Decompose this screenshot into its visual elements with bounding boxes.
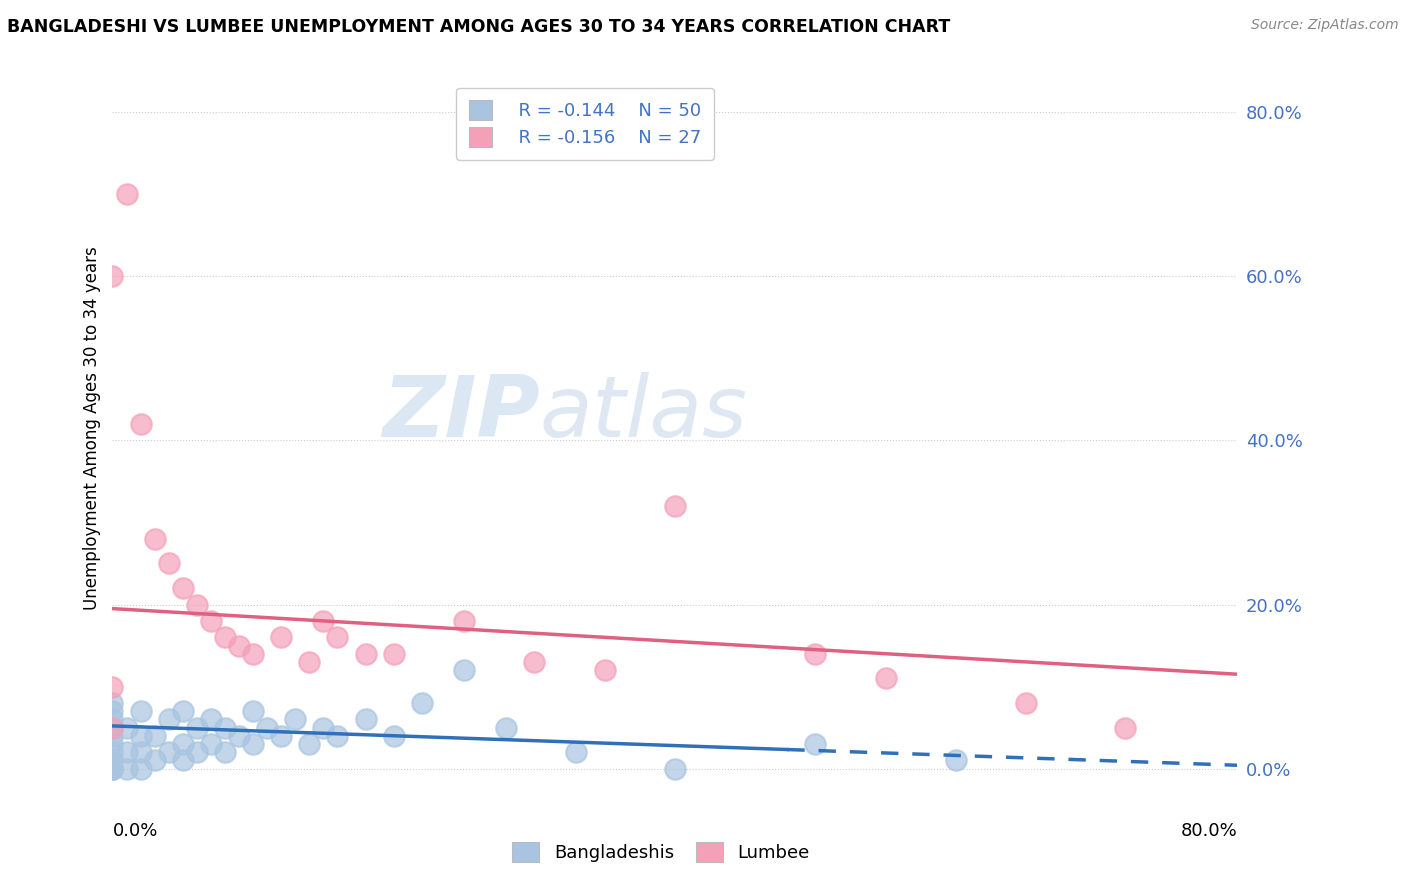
Point <box>382 647 405 661</box>
Point <box>101 762 124 776</box>
Point <box>101 269 124 284</box>
Point <box>242 704 264 718</box>
Point <box>200 614 222 628</box>
Point <box>157 557 180 571</box>
Point <box>312 721 335 735</box>
Point <box>298 655 321 669</box>
Point <box>186 598 208 612</box>
Point <box>143 753 166 767</box>
Point <box>228 729 250 743</box>
Point <box>1015 696 1038 710</box>
Point <box>804 737 827 751</box>
Point <box>115 721 138 735</box>
Point <box>101 753 124 767</box>
Point <box>523 655 546 669</box>
Point <box>242 737 264 751</box>
Point <box>228 639 250 653</box>
Text: 0.0%: 0.0% <box>112 822 157 840</box>
Point <box>129 762 152 776</box>
Y-axis label: Unemployment Among Ages 30 to 34 years: Unemployment Among Ages 30 to 34 years <box>83 246 101 610</box>
Point <box>242 647 264 661</box>
Point <box>157 745 180 759</box>
Text: BANGLADESHI VS LUMBEE UNEMPLOYMENT AMONG AGES 30 TO 34 YEARS CORRELATION CHART: BANGLADESHI VS LUMBEE UNEMPLOYMENT AMONG… <box>7 18 950 36</box>
Point <box>382 729 405 743</box>
Point <box>214 745 236 759</box>
Point <box>129 729 152 743</box>
Point <box>129 417 152 431</box>
Point <box>101 721 124 735</box>
Point <box>354 712 377 726</box>
Point <box>1114 721 1136 735</box>
Point <box>172 737 194 751</box>
Text: Source: ZipAtlas.com: Source: ZipAtlas.com <box>1251 18 1399 32</box>
Point <box>186 721 208 735</box>
Point <box>453 663 475 677</box>
Point <box>101 680 124 694</box>
Point <box>565 745 588 759</box>
Point <box>214 721 236 735</box>
Point <box>875 671 897 685</box>
Point <box>115 187 138 202</box>
Point <box>101 762 124 776</box>
Text: 80.0%: 80.0% <box>1181 822 1237 840</box>
Point <box>298 737 321 751</box>
Point <box>115 745 138 759</box>
Point <box>143 729 166 743</box>
Point <box>200 712 222 726</box>
Point <box>354 647 377 661</box>
Point <box>284 712 307 726</box>
Point <box>101 704 124 718</box>
Point <box>143 532 166 546</box>
Point <box>326 729 349 743</box>
Point <box>101 762 124 776</box>
Point <box>101 737 124 751</box>
Point <box>804 647 827 661</box>
Point <box>945 753 967 767</box>
Point <box>115 762 138 776</box>
Point <box>664 499 686 513</box>
Point <box>270 630 292 644</box>
Point <box>101 712 124 726</box>
Point <box>101 745 124 759</box>
Point <box>101 696 124 710</box>
Point <box>411 696 433 710</box>
Point <box>157 712 180 726</box>
Point <box>495 721 517 735</box>
Legend: Bangladeshis, Lumbee: Bangladeshis, Lumbee <box>505 835 817 870</box>
Point <box>214 630 236 644</box>
Point <box>129 704 152 718</box>
Point <box>172 753 194 767</box>
Point <box>172 581 194 595</box>
Point <box>200 737 222 751</box>
Point <box>186 745 208 759</box>
Point <box>312 614 335 628</box>
Text: atlas: atlas <box>540 372 748 456</box>
Point <box>664 762 686 776</box>
Point <box>101 729 124 743</box>
Point <box>593 663 616 677</box>
Legend:   R = -0.144    N = 50,   R = -0.156    N = 27: R = -0.144 N = 50, R = -0.156 N = 27 <box>456 87 714 160</box>
Text: ZIP: ZIP <box>382 372 540 456</box>
Point <box>453 614 475 628</box>
Point <box>172 704 194 718</box>
Point <box>256 721 278 735</box>
Point <box>129 745 152 759</box>
Point <box>270 729 292 743</box>
Point <box>101 753 124 767</box>
Point <box>101 721 124 735</box>
Point <box>326 630 349 644</box>
